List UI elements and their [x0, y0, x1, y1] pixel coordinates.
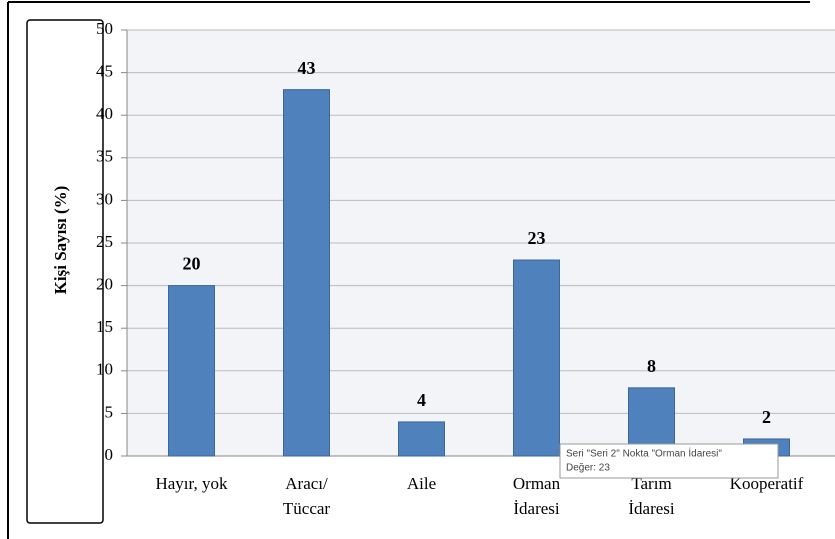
bar — [513, 259, 560, 457]
x-tick-label: Orman — [513, 474, 561, 493]
y-tick-label: 15 — [96, 317, 113, 336]
y-tick-label: 50 — [96, 19, 113, 38]
bar — [168, 285, 215, 457]
value-label: 2 — [762, 407, 771, 427]
x-tick-label: Aile — [407, 474, 436, 493]
y-tick-label: 25 — [96, 232, 113, 251]
y-tick-label: 30 — [96, 189, 113, 208]
value-label: 8 — [647, 356, 656, 376]
y-tick-label: 0 — [105, 445, 114, 464]
x-tick-label: İdaresi — [628, 499, 675, 518]
bar — [283, 89, 330, 457]
tooltip-text: Seri "Seri 2" Nokta "Orman İdaresi" — [566, 447, 722, 460]
value-label: 20 — [183, 254, 201, 274]
tooltip-box — [559, 443, 779, 479]
x-tick-label: Aracı/ — [285, 474, 328, 493]
y-tick-label: 10 — [96, 360, 113, 379]
value-label: 43 — [298, 58, 316, 78]
y-axis-label: Kişi Sayısı (%) — [51, 186, 70, 295]
tooltip-text: Değer: 23 — [566, 463, 610, 474]
y-tick-label: 20 — [96, 275, 113, 294]
x-tick-label: Tüccar — [283, 499, 331, 518]
x-tick-label: İdaresi — [513, 499, 560, 518]
y-tick-label: 5 — [105, 402, 114, 421]
grid — [127, 29, 835, 457]
value-label: 23 — [528, 228, 546, 248]
y-label-box — [26, 19, 104, 524]
y-tick-label: 45 — [96, 62, 113, 81]
x-tick-label: Tarım — [631, 474, 671, 493]
x-tick-label: Hayır, yok — [155, 474, 228, 493]
x-tick-label: Kooperatif — [730, 474, 804, 493]
y-tick-label: 40 — [96, 104, 113, 123]
bar — [398, 421, 445, 457]
y-tick-label: 35 — [96, 147, 113, 166]
value-label: 4 — [417, 390, 426, 410]
